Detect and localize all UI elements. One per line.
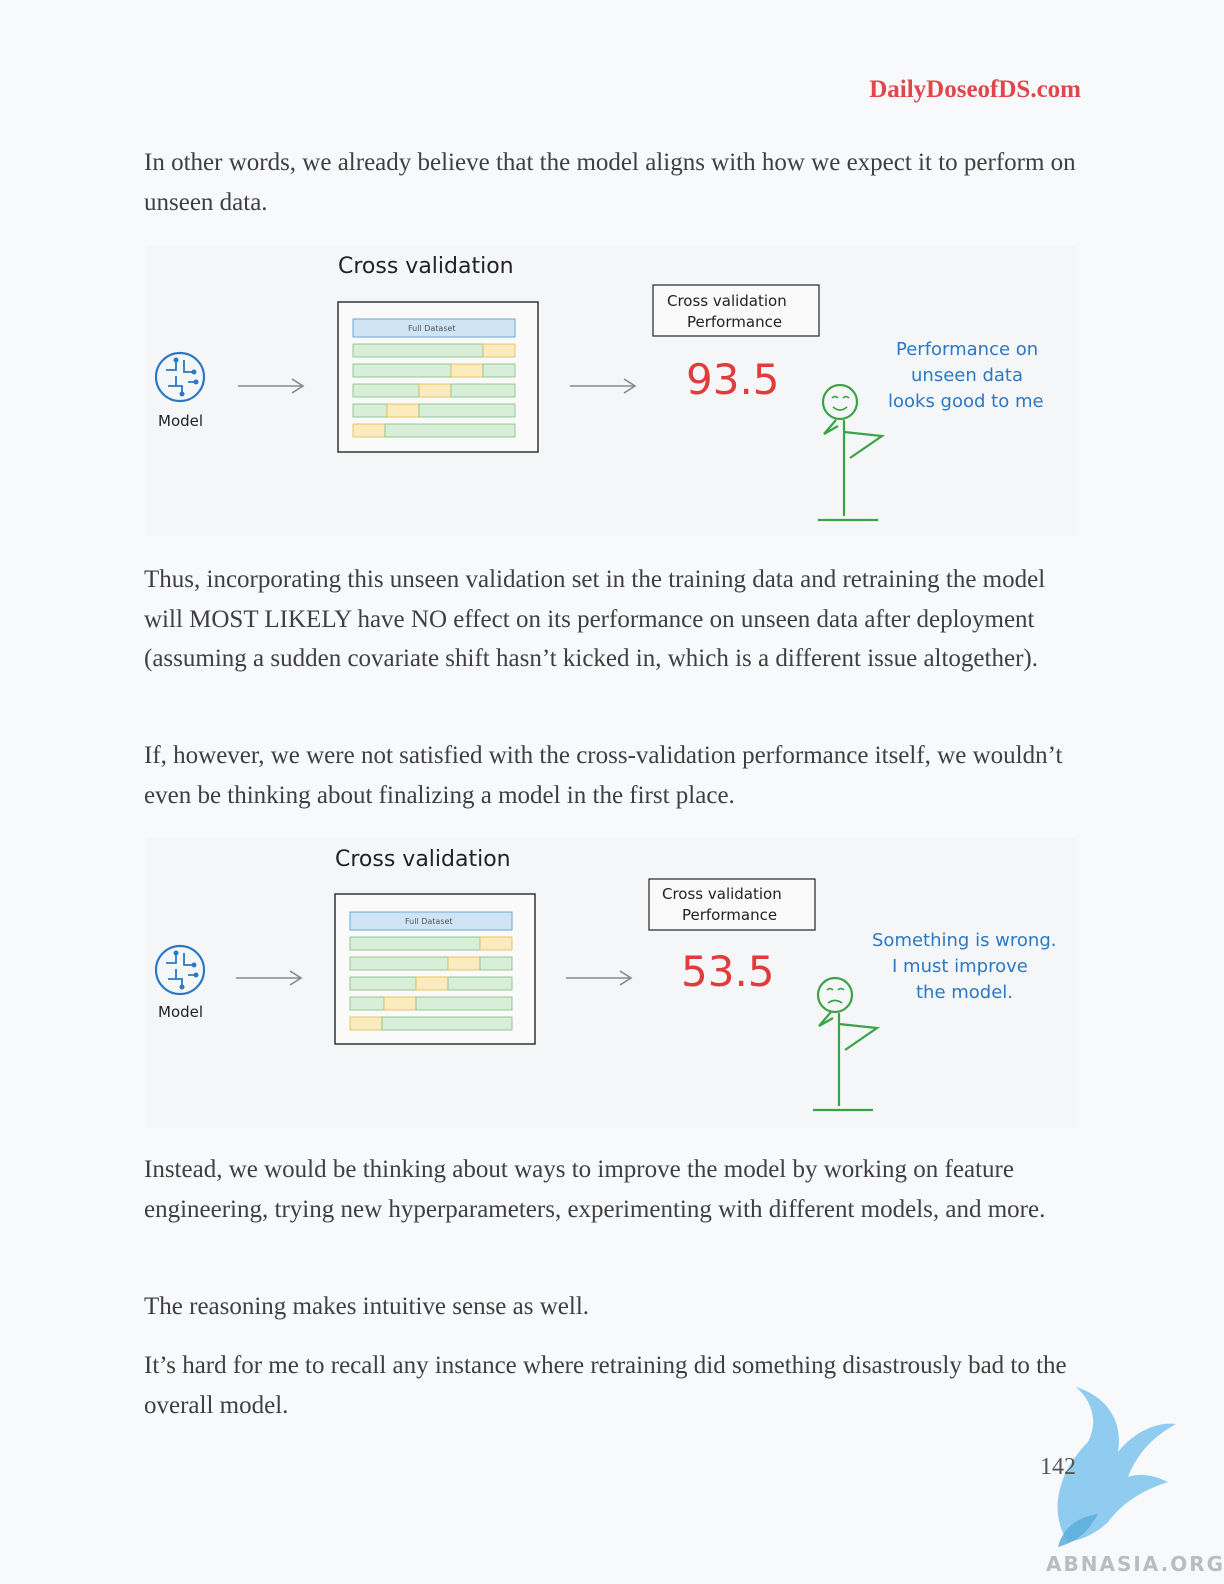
watermark-bird-logo [1057,1387,1176,1547]
comment-line2: I must improve [892,956,1028,977]
watermark-text: ABNASIA.ORG [1046,1552,1224,1576]
performance-box-line1: Cross validation [662,885,782,903]
dataset-label: Full Dataset [408,324,456,333]
comment-line2: unseen data [911,365,1023,386]
stick-figure-worried-icon [813,976,881,1112]
figure-cross-validation-bad: Model Cross validation Full Dataset [146,838,1076,1128]
site-header: DailyDoseofDS.com [869,76,1081,103]
performance-box-line2: Performance [682,906,777,924]
paragraph-5: The reasoning makes intuitive sense as w… [144,1293,590,1320]
paragraph-4: Instead, we would be thinking about ways… [144,1156,1046,1223]
performance-score: 93.5 [686,355,780,404]
paragraph-6: It’s hard for me to recall any instance … [144,1352,1067,1419]
performance-box-line1: Cross validation [667,292,787,310]
comment-line1: Something is wrong. [872,930,1056,951]
model-label: Model [158,1003,203,1021]
page-number: 142 [1040,1454,1076,1480]
figure-title: Cross validation [338,254,514,279]
paragraph-2: Thus, incorporating this unseen validati… [144,566,1046,672]
model-label: Model [158,412,203,430]
performance-score: 53.5 [681,947,775,996]
stick-figure-happy-icon [818,383,886,522]
dataset-header [349,911,513,931]
brain-chip-icon [154,944,206,996]
figure-cross-validation-good: Model Cross validation Full Dataset [146,246,1076,536]
paragraph-1: In other words, we already believe that … [144,149,1076,216]
figure-title: Cross validation [335,847,511,872]
performance-box-line2: Performance [687,313,782,331]
arrow-right-icon [236,970,303,986]
paragraph-3: If, however, we were not satisfied with … [144,742,1063,809]
performance-box [648,878,816,931]
fold-rows [349,936,513,1031]
dataset-header [352,318,516,338]
comment-line3: looks good to me [888,391,1044,412]
brain-chip-icon [154,351,206,403]
comment-line1: Performance on [896,339,1038,360]
fold-rows [352,343,516,438]
comment-line3: the model. [916,982,1013,1003]
performance-box [652,284,820,337]
arrow-right-icon [566,970,633,986]
arrow-right-icon [238,378,305,394]
dataset-label: Full Dataset [405,917,453,926]
arrow-right-icon [570,378,637,394]
